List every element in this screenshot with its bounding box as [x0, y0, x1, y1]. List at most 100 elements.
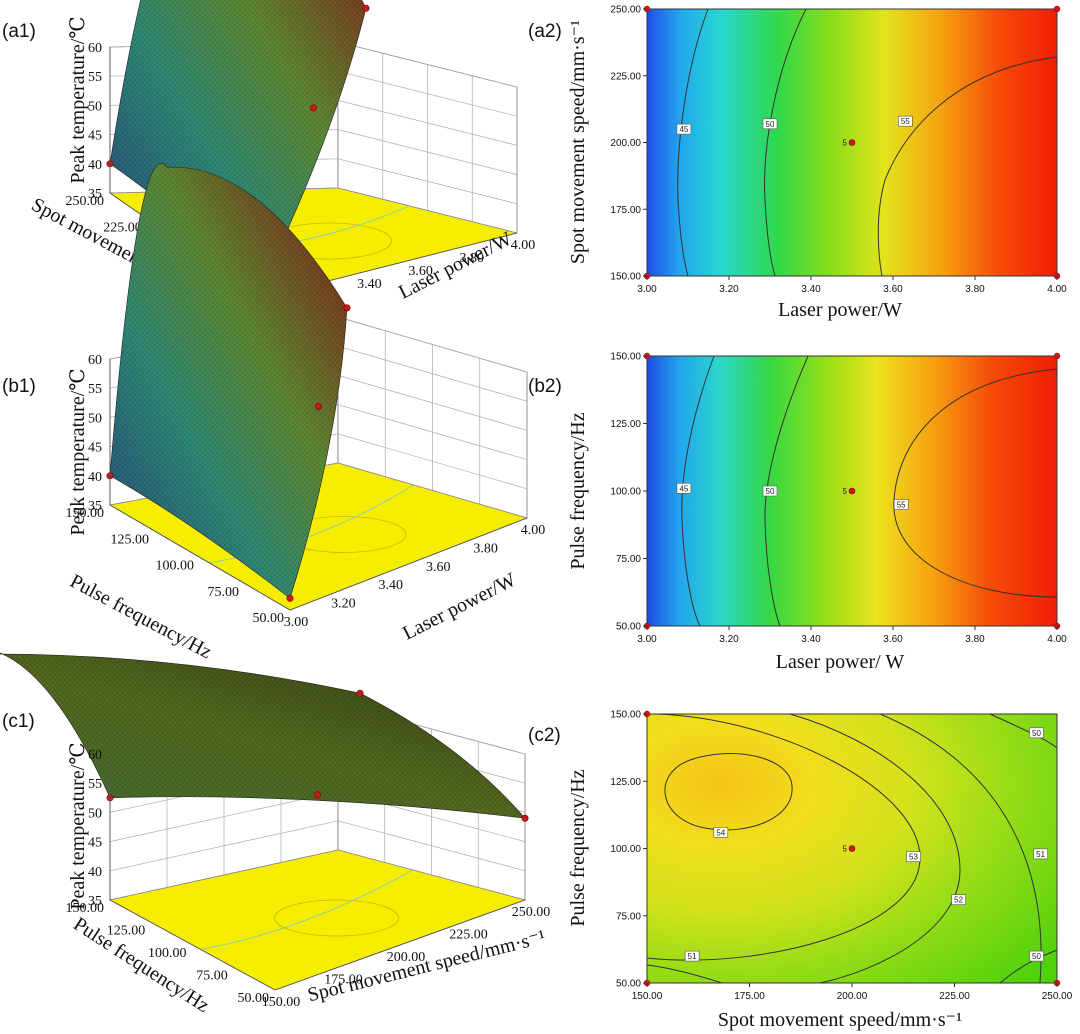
- b2-y-tick-5: 150.00: [610, 352, 641, 363]
- c2-contour-line-3: [789, 713, 961, 984]
- a1-x-tick-3: 3.40: [357, 277, 382, 292]
- b1-x-axis-line: [289, 517, 528, 611]
- c1-surface-mesh: [0, 653, 525, 819]
- c1-y-axis-line: [109, 899, 276, 991]
- b1-z-tick-2: 40: [88, 470, 102, 485]
- a1-panel-label: (a1): [2, 21, 36, 42]
- b1-y-tick-2: 75.00: [208, 585, 240, 600]
- c2-contour-label-box-3: [951, 894, 966, 905]
- a2-x-axis-label: Laser power/W: [778, 299, 902, 321]
- c1-design-point-2: [356, 689, 364, 697]
- a1-design-point-2: [362, 4, 370, 12]
- c2-contour-label-6: 50: [1032, 729, 1041, 738]
- c2-contour-label-2: 53: [909, 853, 918, 862]
- c2-contour-label-box-6: [1029, 727, 1044, 739]
- c1-x-axis-line: [274, 899, 526, 991]
- c2-contour-label-5: 50: [1032, 952, 1041, 961]
- a2-contour-label-box-1: [676, 123, 692, 135]
- c2-contour-line-4: [879, 713, 1042, 984]
- c2-x-tick-5: 250.00: [1042, 991, 1073, 1002]
- b2-contour-label-box-3: [893, 499, 909, 510]
- a2-y-tick-2: 175.00: [610, 205, 641, 216]
- a1-z-tick-3: 45: [88, 129, 102, 144]
- b1-design-point-3: [314, 402, 322, 410]
- a1-y-tick-4: 225.00: [103, 220, 142, 235]
- c1-z-tick-2: 40: [88, 865, 102, 880]
- b2-contour-label-2: 50: [766, 487, 775, 496]
- b1-x-tick-1: 3.00: [284, 615, 309, 630]
- c2-y-tick-3: 100.00: [610, 844, 641, 855]
- b2-y-tick-1: 50.00: [616, 622, 641, 633]
- a2-contour-line-3: [877, 56, 1058, 277]
- b2-x-tick-1: 3.00: [637, 634, 657, 645]
- c2-contour-label-1: 54: [716, 828, 725, 837]
- a2-contour-label-2: 50: [766, 120, 775, 129]
- a1-z-tick-6: 60: [88, 41, 102, 56]
- a2-x-tick-3: 3.40: [801, 284, 821, 295]
- c1-x-tick-2: 175.00: [324, 973, 363, 988]
- c1-z-gridline-1: [109, 820, 526, 872]
- b1-z-tick-6: 60: [88, 353, 102, 368]
- c1-y-tick-3: 100.00: [148, 946, 187, 961]
- b2-contour-label-box-2: [762, 485, 778, 497]
- c2-y-tick-4: 125.00: [610, 777, 641, 788]
- a2-center-label: 5: [843, 139, 848, 148]
- c2-center-label: 5: [843, 845, 848, 854]
- c1-x-tick-3: 200.00: [387, 950, 426, 965]
- c2-x-tick-2: 175.00: [734, 991, 765, 1002]
- b1-x-tick-4: 3.60: [426, 560, 451, 575]
- b1-floor-contour-2: [208, 484, 414, 564]
- c2-contour-label-3: 52: [954, 896, 963, 905]
- a2-contour-label-box-2: [762, 118, 778, 130]
- a1-z-axis-label: Peak temperature/℃: [67, 16, 89, 183]
- a1-design-point-3: [309, 104, 317, 112]
- c1-y-tick-4: 125.00: [107, 924, 146, 939]
- a2-contour-line-2: [764, 8, 807, 277]
- b1-design-point-2: [343, 304, 351, 312]
- b2-y-axis-label: Pulse frequency/Hz: [567, 412, 589, 569]
- c2-contour-line-1: [664, 753, 793, 831]
- b2-design-point-4: [1053, 352, 1061, 360]
- a1-z-tick-2: 40: [88, 158, 102, 173]
- a1-z-tick-4: 50: [88, 99, 102, 114]
- c2-contour-label-box-4: [1033, 848, 1048, 860]
- b2-x-axis-label: Laser power/ W: [776, 651, 905, 673]
- b1-y-tick-5: 150.00: [66, 506, 105, 521]
- b1-x-tick-5: 3.80: [473, 541, 498, 556]
- c2-contour-label-box-2: [906, 851, 921, 862]
- a1-surface-mesh: [110, 0, 366, 287]
- b1-z-axis-label: Peak temperature/℃: [67, 368, 89, 535]
- a2-x-tick-1: 3.00: [637, 284, 657, 295]
- c2-x-axis-label: Spot movement speed/mm·s⁻¹: [718, 1009, 962, 1031]
- c2-contour-label-7: 51: [688, 952, 697, 961]
- b1-x-tick-6: 4.00: [521, 523, 546, 538]
- b1-design-point-4: [286, 594, 294, 602]
- a2-y-tick-5: 250.00: [610, 5, 641, 16]
- b2-x-tick-3: 3.40: [801, 634, 821, 645]
- c1-z-tick-3: 45: [88, 836, 102, 851]
- b1-x-tick-2: 3.20: [331, 597, 356, 612]
- c1-design-point-4: [521, 814, 529, 822]
- b1-y-tick-3: 100.00: [156, 559, 195, 574]
- c1-x-tick-1: 150.00: [262, 995, 301, 1010]
- a2-y-tick-3: 200.00: [610, 138, 641, 149]
- b2-y-tick-2: 75.00: [616, 554, 641, 565]
- a2-y-axis-label: Spot movement speed/mm·s⁻¹: [567, 20, 589, 264]
- c2-x-tick-1: 150.00: [632, 991, 663, 1002]
- a1-x-tick-6: 4.00: [511, 238, 536, 253]
- c2-contour-label-box-1: [713, 827, 729, 838]
- c1-z-tick-6: 60: [88, 748, 102, 763]
- c2-y-axis-label: Pulse frequency/Hz: [567, 769, 589, 926]
- b1-y-tick-4: 125.00: [111, 532, 150, 547]
- a2-x-tick-6: 4.00: [1047, 284, 1067, 295]
- b2-center-label: 5: [843, 487, 848, 496]
- a2-x-tick-4: 3.60: [883, 284, 903, 295]
- a1-y-tick-5: 250.00: [66, 194, 105, 209]
- c2-contour-label-box-5: [1029, 950, 1044, 962]
- b1-z-tick-5: 55: [88, 382, 102, 397]
- b1-y-axis-label: Pulse frequency/Hz: [66, 570, 215, 663]
- a2-panel-label: (a2): [528, 21, 562, 42]
- b2-panel-label: (b2): [528, 376, 562, 397]
- c1-panel-label: (c1): [2, 711, 35, 732]
- c2-contour-label-4: 51: [1036, 850, 1045, 859]
